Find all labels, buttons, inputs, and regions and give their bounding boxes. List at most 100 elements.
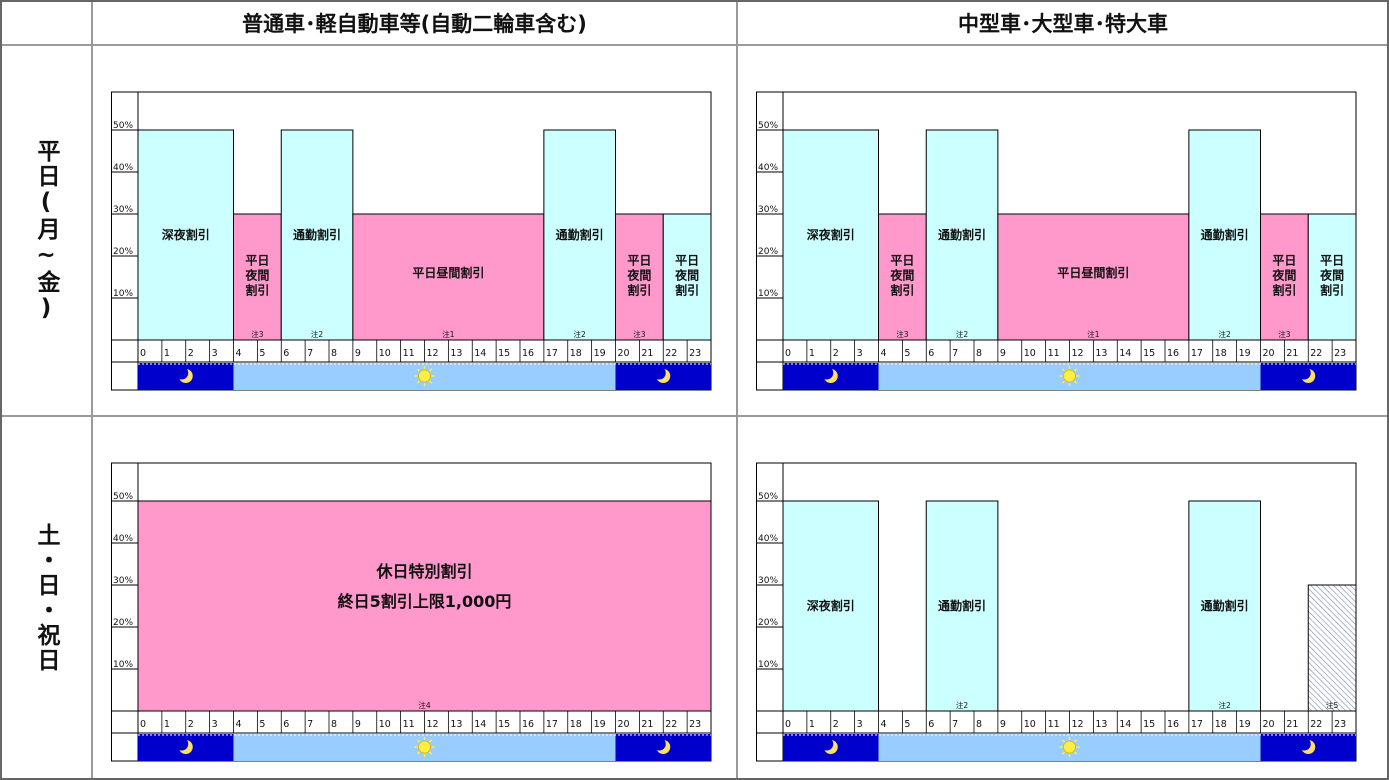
- y-tick-label: 40%: [113, 534, 133, 544]
- note-label: 注2: [1219, 700, 1232, 710]
- sun-icon-ray: [428, 739, 433, 743]
- row-header-holiday: 土・日・祝日: [0, 416, 92, 780]
- x-tick-label: 3: [212, 719, 218, 730]
- x-tick-label: 10: [1024, 719, 1036, 730]
- sun-icon-ray: [416, 739, 421, 743]
- x-tick-label: 18: [570, 348, 582, 359]
- x-tick-label: 4: [236, 719, 242, 730]
- bar-label: 平日: [245, 253, 269, 267]
- x-tick-label: 9: [355, 348, 361, 359]
- y-tick-label: 40%: [758, 163, 778, 173]
- y-tick-label: 10%: [758, 660, 778, 670]
- x-tick-label: 8: [331, 348, 337, 359]
- x-tick-label: 4: [236, 348, 242, 359]
- x-tick-label: 14: [474, 719, 486, 730]
- x-tick-label: 6: [283, 719, 289, 730]
- sun-icon-ray: [416, 368, 421, 372]
- column-header-large: 中型車･大型車･特大車: [737, 0, 1389, 45]
- x-tick-label: 18: [1215, 348, 1227, 359]
- discount-bar: [662, 213, 712, 341]
- x-tick-label: 9: [1000, 719, 1006, 730]
- note-label: 注2: [956, 700, 968, 710]
- x-tick-label: 23: [689, 348, 701, 359]
- sun-icon: [414, 366, 435, 386]
- x-tick-label: 20: [1263, 348, 1275, 359]
- x-tick-label: 2: [188, 348, 194, 359]
- x-tick-label: 13: [1095, 348, 1107, 359]
- y-tick-label: 30%: [113, 205, 133, 215]
- x-tick-label: 12: [1072, 348, 1084, 359]
- sun-icon-ray: [416, 751, 421, 755]
- discount-bar: [137, 500, 712, 712]
- sun-icon-ray: [416, 380, 421, 384]
- x-tick-label: 8: [976, 719, 982, 730]
- x-tick-label: 3: [857, 719, 863, 730]
- x-tick-label: 1: [809, 348, 815, 359]
- bar-label: 割引: [627, 282, 651, 297]
- x-tick-label: 2: [833, 719, 839, 730]
- x-tick-label: 12: [427, 719, 439, 730]
- sun-icon-ray: [428, 380, 433, 384]
- discount-bar: [137, 129, 234, 341]
- moon-icon: [1297, 737, 1316, 754]
- y-tick-label: 30%: [758, 205, 778, 215]
- y-tick-label: 20%: [758, 247, 778, 257]
- bar-label: 通勤割引: [293, 227, 341, 242]
- sun-icon-ray: [1073, 739, 1078, 743]
- y-tick-label: 10%: [758, 289, 778, 299]
- bar-label: 夜間: [244, 267, 269, 282]
- sun-icon: [1059, 366, 1080, 386]
- x-tick-label: 8: [331, 719, 337, 730]
- note-label: 注2: [574, 329, 586, 339]
- moon-icon: [652, 366, 671, 383]
- note-label: 注3: [896, 329, 908, 339]
- sun-icon-disc: [1063, 740, 1076, 754]
- bar-label: 割引: [675, 282, 699, 297]
- x-tick-label: 3: [857, 348, 863, 359]
- moon-icon: [175, 737, 193, 754]
- bar-label: 深夜割引: [807, 227, 855, 242]
- x-tick-label: 15: [1143, 348, 1155, 359]
- bar-label: 割引: [245, 282, 269, 297]
- x-tick-label: 17: [1191, 348, 1203, 359]
- discount-bar: [1260, 213, 1309, 341]
- bar-label: 割引: [1320, 282, 1344, 297]
- bar-label: 夜間: [1271, 267, 1296, 282]
- x-tick-label: 5: [259, 719, 265, 730]
- x-tick-label: 13: [450, 348, 462, 359]
- y-tick-label: 40%: [758, 534, 778, 544]
- x-tick-label: 11: [1048, 348, 1060, 359]
- note-label: 注2: [1219, 329, 1232, 339]
- chart-cell-large-holiday: 10% 20% 30% 40% 50% 深夜割引 通勤割引 注2 通勤割引 注2 注5 0 1 2 3 4 5 6…: [737, 416, 1389, 780]
- x-tick-label: 23: [689, 719, 701, 730]
- x-tick-label: 5: [904, 348, 910, 359]
- x-tick-label: 5: [259, 348, 265, 359]
- x-tick-label: 18: [1215, 719, 1227, 730]
- discount-bar: [925, 129, 999, 341]
- bar-label: 通勤割引: [938, 598, 986, 613]
- x-tick-label: 13: [1095, 719, 1107, 730]
- x-tick-label: 6: [928, 348, 934, 359]
- x-tick-label: 17: [1191, 719, 1203, 730]
- x-tick-label: 1: [164, 719, 170, 730]
- x-tick-label: 12: [427, 348, 439, 359]
- x-tick-label: 1: [164, 348, 170, 359]
- x-tick-label: 14: [1119, 719, 1131, 730]
- x-tick-label: 11: [403, 719, 415, 730]
- x-tick-label: 21: [1286, 348, 1298, 359]
- y-tick-label: 30%: [113, 576, 133, 586]
- discount-bar: [543, 129, 616, 341]
- x-tick-label: 10: [379, 348, 391, 359]
- bar-label: 通勤割引: [556, 227, 604, 242]
- moon-icon: [820, 737, 838, 754]
- x-tick-label: 11: [1048, 719, 1060, 730]
- x-tick-label: 2: [833, 348, 839, 359]
- bar-label: 割引: [890, 282, 914, 297]
- x-tick-label: 22: [665, 348, 677, 359]
- note-label: 注3: [251, 329, 263, 339]
- sun-icon-ray: [1073, 751, 1078, 755]
- row-label-holiday: 土・日・祝日: [33, 523, 59, 673]
